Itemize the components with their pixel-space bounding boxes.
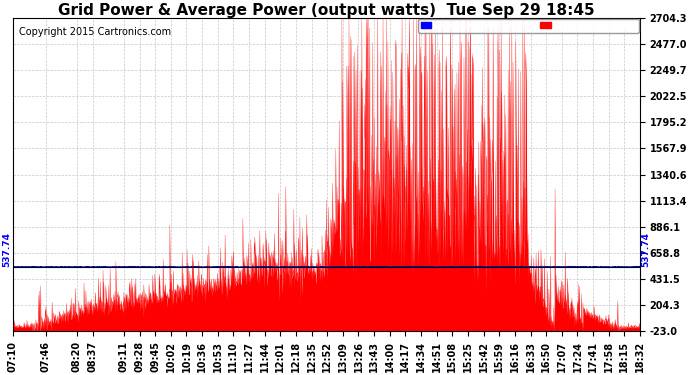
Legend: Average  (AC Watts), Grid  (AC Watts): Average (AC Watts), Grid (AC Watts) bbox=[418, 19, 639, 33]
Title: Grid Power & Average Power (output watts)  Tue Sep 29 18:45: Grid Power & Average Power (output watts… bbox=[58, 3, 595, 18]
Text: Copyright 2015 Cartronics.com: Copyright 2015 Cartronics.com bbox=[19, 27, 171, 37]
Text: 537.74: 537.74 bbox=[3, 232, 12, 267]
Text: 537.74: 537.74 bbox=[641, 232, 650, 267]
